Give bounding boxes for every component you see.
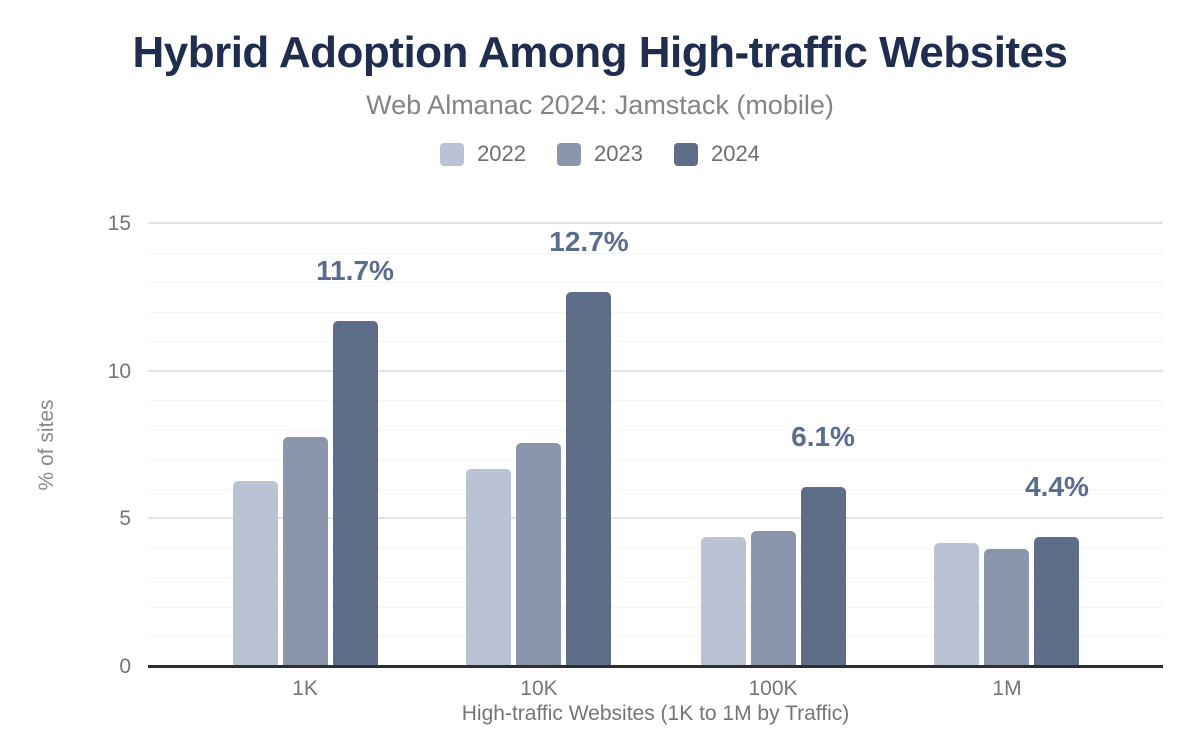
- data-label-2024-10K: 12.7%: [549, 225, 629, 257]
- minor-gridline-y11: [148, 341, 1163, 343]
- bar-2023-1K: [282, 436, 328, 667]
- bar-2024-1K: [332, 321, 378, 667]
- legend-label-2023: 2023: [594, 141, 643, 166]
- bar-2023-1M: [984, 548, 1030, 667]
- minor-gridline-y14: [148, 252, 1163, 254]
- minor-gridline-y2: [148, 606, 1163, 608]
- legend-item-2024: 2024: [673, 141, 760, 167]
- x-tick-label-1K: 1K: [292, 677, 318, 700]
- x-tick-label-1M: 1M: [992, 677, 1022, 700]
- x-tick-label-100K: 100K: [748, 677, 798, 700]
- y-tick-label-0: 0: [119, 655, 131, 678]
- minor-gridline-y7: [148, 459, 1163, 461]
- bar-2024-100K: [800, 486, 846, 667]
- legend: 2022 2023 2024: [0, 141, 1200, 167]
- bar-2022-1K: [232, 480, 278, 667]
- minor-gridline-y3: [148, 577, 1163, 579]
- legend-label-2024: 2024: [710, 141, 760, 166]
- minor-gridline-y1: [148, 636, 1163, 638]
- bar-2022-1M: [934, 542, 980, 667]
- legend-swatch-2022: [440, 142, 465, 166]
- x-axis-line: [148, 665, 1163, 668]
- major-gridline-y5: [148, 517, 1163, 520]
- data-label-2024-100K: 6.1%: [791, 420, 855, 452]
- chart-title: Hybrid Adoption Among High-traffic Websi…: [132, 28, 1068, 77]
- chart-subtitle: Web Almanac 2024: Jamstack (mobile): [366, 90, 834, 120]
- bar-2023-100K: [750, 531, 796, 667]
- minor-gridline-y13: [148, 282, 1163, 284]
- major-gridline-y15: [148, 222, 1163, 224]
- data-label-2024-1M: 4.4%: [1025, 471, 1089, 503]
- minor-gridline-y12: [148, 311, 1163, 313]
- minor-gridline-y8: [148, 429, 1163, 431]
- x-axis-title: High-traffic Websites (1K to 1M by Traff…: [461, 702, 850, 725]
- legend-item-2023: 2023: [557, 141, 643, 167]
- minor-gridline-y9: [148, 400, 1163, 402]
- bar-2022-100K: [700, 537, 746, 667]
- legend-swatch-2023: [557, 142, 582, 166]
- x-tick-label-10K: 10K: [520, 677, 558, 700]
- y-tick-label-10: 10: [107, 359, 131, 383]
- plot-area: 0 5 10 15 11.7% 1K 12.7% 10K 6.1% 100K 4.4% 1M: [108, 213, 1163, 700]
- legend-item-2022: 2022: [440, 141, 526, 167]
- bar-2023-10K: [516, 442, 562, 667]
- legend-swatch-2024: [673, 142, 698, 166]
- bar-2024-1M: [1034, 537, 1080, 667]
- minor-gridline-y6: [148, 488, 1163, 490]
- minor-gridline-y4: [148, 547, 1163, 549]
- y-tick-label-15: 15: [107, 212, 131, 235]
- legend-label-2022: 2022: [477, 141, 527, 166]
- data-label-2024-1K: 11.7%: [316, 255, 394, 287]
- bar-2024-10K: [566, 291, 612, 667]
- y-tick-label-5: 5: [119, 507, 131, 531]
- major-gridline-y10: [148, 369, 1163, 372]
- bar-2022-10K: [466, 469, 512, 667]
- y-axis-title: % of sites: [35, 399, 58, 491]
